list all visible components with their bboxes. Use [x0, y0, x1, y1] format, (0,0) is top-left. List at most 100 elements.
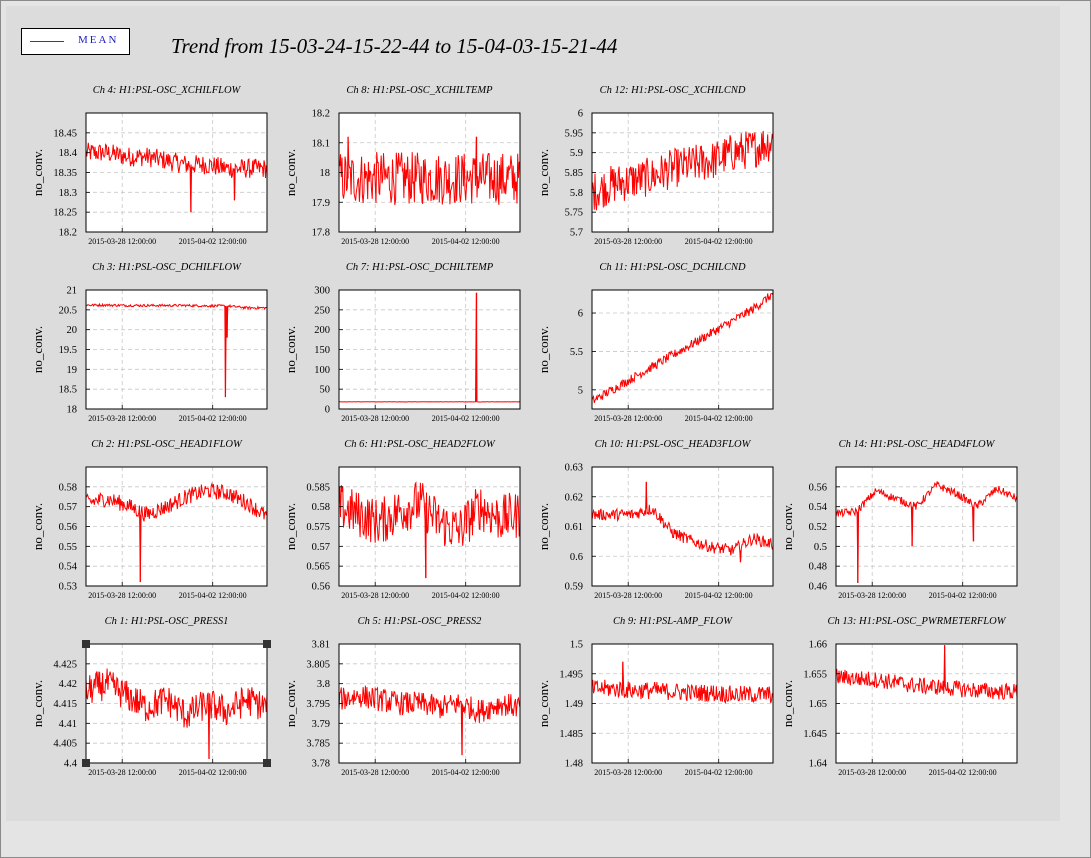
x-tick-label: 2015-03-28 12:00:00 [341, 768, 409, 777]
plot-area [339, 290, 520, 409]
x-tick-label: 2015-03-28 12:00:00 [594, 237, 662, 246]
x-tick-label: 2015-03-28 12:00:00 [341, 414, 409, 423]
y-tick-label: 0.585 [306, 482, 330, 493]
series-line-mean [85, 668, 268, 760]
selection-handle[interactable] [82, 640, 90, 648]
x-tick-label: 2015-03-28 12:00:00 [341, 591, 409, 600]
chart-panel-6[interactable]: 5 5.5 6 2015-03-28 12:00:00 2015-04-02 12:00… [536, 262, 774, 423]
chart-title: Ch 4: H1:PSL-OSC_XCHILFLOW [93, 85, 242, 96]
y-tick-label: 0.55 [59, 542, 77, 553]
y-tick-label: 18.35 [53, 168, 77, 179]
y-tick-label: 1.645 [803, 729, 827, 740]
y-tick-label: 18.1 [312, 138, 330, 149]
x-tick-label: 2015-04-02 12:00:00 [685, 591, 753, 600]
y-tick-label: 18.4 [59, 148, 78, 159]
y-tick-label: 1.655 [803, 669, 827, 680]
y-tick-label: 18.25 [53, 208, 77, 219]
plot-area [86, 113, 267, 232]
y-tick-label: 5.7 [570, 228, 583, 239]
chart-panel-10[interactable]: 0.46 0.48 0.5 0.52 0.54 0.56 2015-03-28 12:00:… [780, 439, 1018, 600]
y-tick-label: 3.79 [312, 719, 330, 730]
selection-handle[interactable] [82, 759, 90, 767]
x-tick-label: 2015-03-28 12:00:00 [88, 591, 156, 600]
chart-panel-13[interactable]: 1.48 1.485 1.49 1.495 1.5 2015-03-28 12:00:00… [536, 616, 774, 777]
selection-handle[interactable] [263, 640, 271, 648]
y-tick-label: 5.8 [570, 188, 583, 199]
y-tick-label: 50 [320, 385, 331, 396]
y-tick-label: 0.61 [565, 522, 583, 533]
y-tick-label: 1.66 [809, 640, 827, 651]
x-tick-label: 2015-03-28 12:00:00 [594, 414, 662, 423]
y-tick-label: 3.8 [317, 679, 330, 690]
y-tick-label: 4.415 [53, 699, 77, 710]
y-axis-label: no_conv. [30, 149, 45, 196]
page-title: Trend from 15-03-24-15-22-44 to 15-04-03… [171, 34, 618, 58]
chart-panel-9[interactable]: 0.59 0.6 0.61 0.62 0.63 2015-03-28 12:00:00 20… [536, 439, 774, 600]
chart-title: Ch 8: H1:PSL-OSC_XCHILTEMP [346, 85, 493, 96]
y-tick-label: 0.57 [312, 542, 330, 553]
y-tick-label: 5.5 [570, 347, 583, 358]
chart-panel-2[interactable]: 17.8 17.9 18 18.1 18.2 2015-03-28 12:00:00 201… [283, 85, 521, 246]
y-tick-label: 6 [578, 309, 583, 320]
x-tick-label: 2015-04-02 12:00:00 [432, 768, 500, 777]
x-tick-label: 2015-04-02 12:00:00 [179, 768, 247, 777]
y-tick-label: 1.5 [570, 640, 583, 651]
y-axis-label: no_conv. [780, 503, 795, 550]
y-tick-label: 5.85 [565, 168, 583, 179]
chart-panel-4[interactable]: 18 18.5 19 19.5 20 20.5 21 2015-03-28 12:00:00 2… [30, 262, 268, 423]
y-tick-label: 0.56 [809, 482, 827, 493]
y-axis-label: no_conv. [283, 149, 298, 196]
y-axis-label: no_conv. [536, 149, 551, 196]
series-line-mean [85, 302, 268, 398]
x-tick-label: 2015-04-02 12:00:00 [685, 237, 753, 246]
y-tick-label: 3.795 [306, 699, 330, 710]
series-line-mean [338, 136, 521, 206]
y-tick-label: 1.495 [559, 669, 583, 680]
y-tick-label: 250 [314, 305, 330, 316]
plot-area [86, 290, 267, 409]
y-tick-label: 5.9 [570, 148, 583, 159]
x-tick-label: 2015-04-02 12:00:00 [179, 591, 247, 600]
series-line-mean [591, 130, 774, 211]
x-tick-label: 2015-03-28 12:00:00 [594, 591, 662, 600]
x-tick-label: 2015-03-28 12:00:00 [594, 768, 662, 777]
chart-title: Ch 10: H1:PSL-OSC_HEAD3FLOW [595, 439, 752, 450]
y-axis-label: no_conv. [536, 326, 551, 373]
y-tick-label: 0.58 [59, 482, 77, 493]
x-tick-label: 2015-04-02 12:00:00 [179, 237, 247, 246]
y-tick-label: 18.2 [59, 228, 77, 239]
chart-panel-14[interactable]: 1.64 1.645 1.65 1.655 1.66 2015-03-28 12:00:0… [780, 616, 1018, 777]
x-tick-label: 2015-04-02 12:00:00 [432, 591, 500, 600]
chart-title: Ch 12: H1:PSL-OSC_XCHILCND [600, 85, 746, 96]
chart-panel-12[interactable]: 3.78 3.785 3.79 3.795 3.8 3.805 3.81 2015-03-28… [283, 616, 521, 777]
chart-panel-3[interactable]: 5.7 5.75 5.8 5.85 5.9 5.95 6 2015-03-28 12:00:0… [536, 85, 774, 246]
series-line-mean [338, 685, 521, 756]
x-tick-label: 2015-03-28 12:00:00 [838, 768, 906, 777]
chart-panel-7[interactable]: 0.53 0.54 0.55 0.56 0.57 0.58 2015-03-28 12:00… [30, 439, 268, 600]
chart-panel-8[interactable]: 0.56 0.565 0.57 0.575 0.58 0.585 2015-03-28 12… [283, 439, 521, 600]
selection-handle[interactable] [263, 759, 271, 767]
legend-label: MEAN [78, 34, 119, 46]
y-tick-label: 1.64 [809, 759, 828, 770]
y-tick-label: 100 [314, 365, 330, 376]
chart-panel-5[interactable]: 0 50 100 150 200 250 300 2015-03-28 12:00:00 201… [283, 262, 521, 423]
x-tick-label: 2015-04-02 12:00:00 [685, 768, 753, 777]
y-tick-label: 3.81 [312, 640, 330, 651]
y-tick-label: 5.75 [565, 208, 583, 219]
chart-panel-1[interactable]: 18.2 18.25 18.3 18.35 18.4 18.45 2015-03-28 12… [30, 85, 268, 246]
plot-area [592, 644, 773, 763]
y-tick-label: 18.5 [59, 385, 77, 396]
y-axis-label: no_conv. [283, 326, 298, 373]
y-tick-label: 0.52 [809, 522, 827, 533]
y-tick-label: 20.5 [59, 305, 77, 316]
y-axis-label: no_conv. [30, 680, 45, 727]
y-tick-label: 0.57 [59, 502, 77, 513]
y-tick-label: 3.805 [306, 659, 330, 670]
y-tick-label: 0.56 [312, 582, 330, 593]
y-tick-label: 5.95 [565, 128, 583, 139]
y-axis-label: no_conv. [536, 680, 551, 727]
chart-title: Ch 13: H1:PSL-OSC_PWRMETERFLOW [828, 616, 1007, 627]
y-tick-label: 18.3 [59, 188, 77, 199]
y-tick-label: 0.62 [565, 492, 583, 503]
chart-panel-11[interactable]: 4.4 4.405 4.41 4.415 4.42 4.425 2015-03-28 12:… [30, 616, 271, 777]
